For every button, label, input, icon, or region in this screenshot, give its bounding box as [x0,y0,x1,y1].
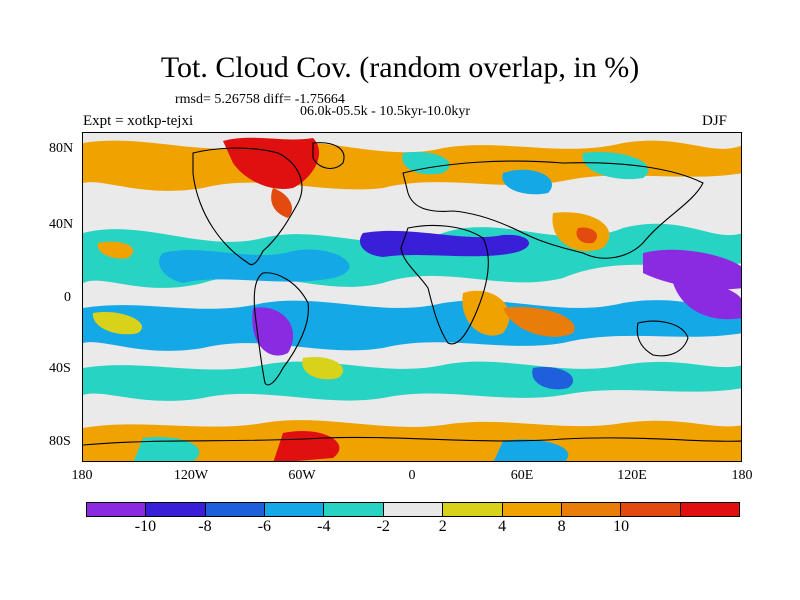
colorbar-label-7: 8 [557,518,566,535]
wpacific-violet-patch [673,282,741,320]
eurasia-coastline [402,160,704,259]
colorbar-box-0 [87,503,147,516]
antarctic-cyan-patch [133,437,200,461]
epacific-yellow-patch [92,312,142,335]
colorbar-box-9 [621,503,681,516]
colorbar-box-5 [383,503,444,516]
colorbar-label-5: 2 [438,518,447,535]
colorbar-label-4: -2 [376,518,390,535]
arctic-red-patch [223,137,320,189]
x-tick-120w: 120W [173,468,209,483]
y-tick-0: 0 [64,290,71,305]
x-tick-60e: 60E [510,468,534,483]
antarctic-warm-band [83,420,741,461]
tropical-blue-band [83,300,741,351]
npacific-orange-patch [97,241,134,259]
colorbar-box-8 [561,503,622,516]
colorbar-box-7 [502,503,562,516]
north-america-coastline [192,147,303,266]
colorbar-label-8: 10 [613,518,630,535]
x-tick-0: 0 [408,468,416,483]
season-label: DJF [702,113,728,129]
colorbar-label-6: 4 [498,518,507,535]
africa-orange-patch [462,290,510,336]
colorbar-box-1 [146,503,206,516]
coastlines [83,142,741,446]
arctic-cyan-patch [402,151,450,175]
map-canvas [83,133,741,461]
x-tick-60w: 60W [288,468,316,483]
sh-cyan-band [83,361,741,401]
australia-coastline [636,320,689,357]
colorbar-label-2: -6 [257,518,272,535]
x-tick-180w: 180 [71,468,93,483]
sh-blue-patch [532,367,574,390]
y-tick-80s: 80S [49,434,71,449]
arctic-cyan-patch-2 [582,152,649,180]
x-tick-180e: 180 [731,468,753,483]
colorbar-box-4 [324,503,384,516]
nh-blue-band [159,249,350,283]
plot-title: Tot. Cloud Cov. (random overlap, in %) [160,51,640,84]
y-tick-80n: 80N [49,141,74,156]
africa-coastline [400,224,489,345]
colorbar-box-10 [680,503,739,516]
period-label: 06.0k-05.5k - 10.5kyr-10.0kyr [300,104,471,119]
indian-orange-band [503,307,575,337]
x-tick-120e: 120E [617,468,647,483]
colorbar-label-1: -8 [198,518,212,535]
sh-yellow-patch [302,357,344,380]
y-tick-40s: 40S [49,361,71,376]
colorbar-label-0: -10 [134,518,157,535]
antarctic-blue-patch [493,439,569,461]
antarctica-coastline [83,436,741,446]
colorbar [86,502,740,517]
colorbar-label-3: -4 [317,518,331,535]
anomaly-field [83,137,741,461]
arctic-red-patch-2 [271,188,293,218]
colorbar-box-3 [265,503,325,516]
pacific-violet-patch [643,249,741,290]
colorbar-box-2 [205,503,266,516]
arctic-blue-patch [502,169,552,195]
south-america-coastline [253,272,309,386]
colorbar-box-6 [443,503,503,516]
cloud-cover-anomaly-map [82,132,742,462]
rmsd-diff-stats: rmsd= 5.26758 diff= -1.75664 [175,92,345,107]
sa-violet-patch [252,307,294,356]
asia-red-patch [576,227,598,244]
experiment-label: Expt = xotkp-tejxi [83,113,194,129]
y-tick-40n: 40N [49,217,74,232]
greenland-coastline [312,142,345,169]
